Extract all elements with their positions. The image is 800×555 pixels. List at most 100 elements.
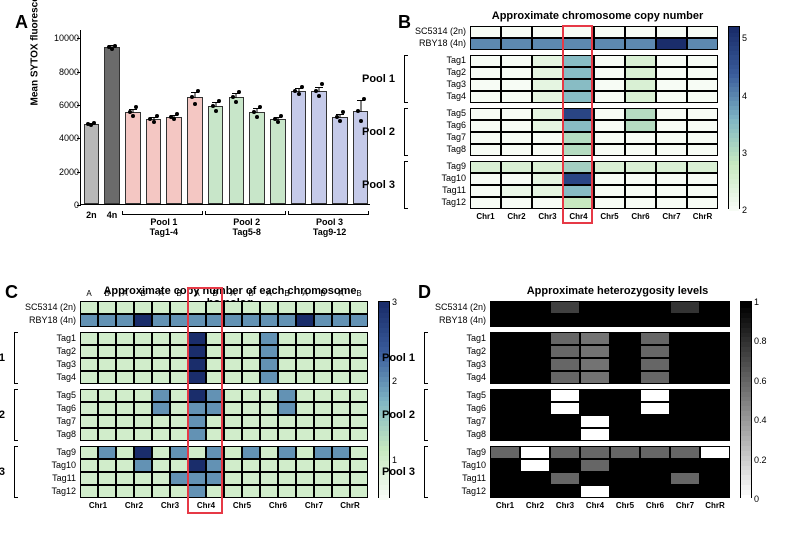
heatmap-cell [687,132,718,144]
heatmap-cell [98,345,116,358]
heatmap-cell [580,485,610,498]
heatmap-cell [296,389,314,402]
heatmap-cell [188,428,206,441]
heatmap-cell [532,55,563,67]
heatmap-cell [490,428,520,441]
heatmap-cell [98,301,116,314]
heatmap-cell [332,485,350,498]
heatmap-cell [98,371,116,384]
heatmap-cell [242,402,260,415]
heatmap-cell [610,472,640,485]
heatmap-cell [116,459,134,472]
heatmap-cell [610,446,640,459]
heatmap-cell [490,371,520,384]
heatmap-cell [116,371,134,384]
heatmap-cell [170,446,188,459]
heatmap-cell [640,301,670,314]
heatmap-cell [640,371,670,384]
heatmap-cell [134,459,152,472]
heatmap-cell [170,332,188,345]
heatmap-cell [700,345,730,358]
heatmap-cell [188,459,206,472]
heatmap-cell [296,345,314,358]
heatmap-cell [687,55,718,67]
heatmap-cell [224,402,242,415]
heatmap-cell [532,38,563,50]
heatmap-cell [98,459,116,472]
heatmap-cell [520,332,550,345]
heatmap-cell [170,358,188,371]
heatmap-cell [656,161,687,173]
heatmap-cell [80,301,98,314]
heatmap-cell [470,185,501,197]
heatmap-cell [314,332,332,345]
heatmap-cell [296,415,314,428]
heatmap-cell [80,472,98,485]
heatmap-cell [470,67,501,79]
heatmap-cell [278,472,296,485]
heatmap-cell [550,345,580,358]
heatmap-cell [640,459,670,472]
heatmap-cell [332,428,350,441]
heatmap-cell [116,446,134,459]
heatmap-cell [278,314,296,327]
heatmap-cell [520,428,550,441]
heatmap-cell [490,472,520,485]
heatmap-cell [700,402,730,415]
heatmap-cell [242,301,260,314]
heatmap-cell [700,332,730,345]
heatmap-cell [206,472,224,485]
heatmap-cell [152,345,170,358]
heatmap-cell [687,38,718,50]
heatmap-cell [563,79,594,91]
heatmap-cell [501,91,532,103]
heatmap-cell [640,314,670,327]
heatmap-cell [625,38,656,50]
heatmap-cell [314,389,332,402]
heatmap-cell [550,402,580,415]
heatmap-cell [700,371,730,384]
heatmap-cell [278,459,296,472]
heatmap-cell [550,415,580,428]
heatmap-cell [260,345,278,358]
heatmap-cell [610,415,640,428]
heatmap-cell [656,38,687,50]
heatmap-cell [625,91,656,103]
heatmap-cell [152,314,170,327]
heatmap-cell [170,428,188,441]
heatmap-cell [350,459,368,472]
heatmap-cell [610,314,640,327]
heatmap-cell [206,371,224,384]
heatmap-cell [224,345,242,358]
heatmap-cell [152,485,170,498]
heatmap-cell [532,91,563,103]
heatmap-cell [314,415,332,428]
heatmap-cell [501,108,532,120]
heatmap-cell [501,79,532,91]
heatmap-cell [501,55,532,67]
heatmap-cell [532,161,563,173]
heatmap-cell [470,173,501,185]
heatmap-cell [625,55,656,67]
heatmap-cell [296,472,314,485]
heatmap-cell [563,197,594,209]
bar [104,47,120,204]
heatmap-cell [520,389,550,402]
heatmap-cell [332,301,350,314]
heatmap-cell [242,459,260,472]
heatmap-cell [550,485,580,498]
heatmap-cell [532,108,563,120]
heatmap-cell [134,389,152,402]
heatmap-cell [550,371,580,384]
heatmap-cell [242,472,260,485]
heatmap-cell [332,345,350,358]
heatmap-cell [350,446,368,459]
heatmap-cell [580,415,610,428]
heatmap-cell [296,459,314,472]
heatmap-cell [98,314,116,327]
heatmap-cell [278,345,296,358]
heatmap-cell [580,402,610,415]
heatmap-cell [550,459,580,472]
heatmap-cell [501,173,532,185]
heatmap-cell [260,358,278,371]
